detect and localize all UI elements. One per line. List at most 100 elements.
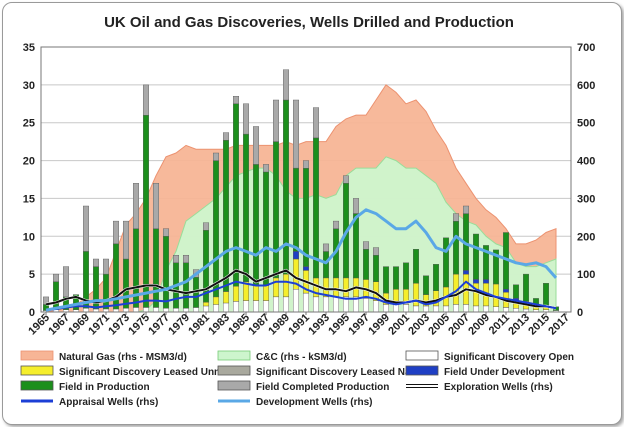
legend-label: Field in Production — [59, 382, 150, 393]
bar-segment — [463, 270, 470, 275]
bar-segment — [273, 296, 280, 313]
bar-segment — [473, 279, 480, 284]
y-tick-label: 10 — [23, 231, 35, 243]
bar-segment — [393, 266, 400, 290]
y2-tick-label: 200 — [577, 231, 595, 243]
bar-segment — [82, 205, 89, 252]
legend-label: Development Wells (rhs) — [256, 397, 373, 408]
legend-swatch — [405, 365, 439, 376]
bar-segment — [162, 236, 169, 309]
bar-segment — [513, 284, 520, 299]
bar-segment — [252, 164, 259, 286]
bar-segment — [343, 277, 350, 297]
x-tick-label: 2009 — [466, 312, 492, 338]
bar-segment — [273, 141, 280, 279]
bar-segment — [222, 302, 229, 313]
y2-tick-label: 700 — [577, 42, 595, 54]
x-tick-label: 2017 — [546, 312, 572, 338]
y-tick-label: 0 — [29, 307, 35, 319]
bar-segment — [252, 126, 259, 165]
bar-segment — [333, 277, 340, 297]
bar-segment — [293, 289, 300, 313]
bar-segment — [363, 248, 370, 280]
x-tick-label: 1971 — [86, 312, 112, 338]
legend-label: Significant Discovery Leased Unnamed — [59, 367, 246, 378]
x-tick-label: 1993 — [306, 312, 332, 338]
bar-segment — [242, 300, 249, 313]
x-tick-label: 2001 — [386, 312, 412, 338]
bar-segment — [242, 103, 249, 135]
chart-title: UK Oil and Gas Discoveries, Wells Drille… — [104, 14, 514, 31]
bar-segment — [102, 258, 109, 275]
bar-segment — [142, 307, 149, 313]
bar-segment — [303, 292, 310, 313]
bar-segment — [252, 300, 259, 313]
x-tick-label: 2015 — [526, 312, 552, 338]
bar-segment — [152, 307, 159, 313]
x-tick-label: 1981 — [186, 312, 212, 338]
bar-segment — [343, 175, 350, 184]
y2-tick-label: 400 — [577, 156, 595, 168]
bar-segment — [323, 296, 330, 313]
x-tick-label: 2003 — [406, 312, 432, 338]
bar-segment — [122, 220, 129, 260]
bar-segment — [63, 266, 70, 298]
bar-segment — [232, 301, 239, 313]
bar-segment — [172, 254, 179, 263]
bar-segment — [303, 266, 310, 271]
bar-segment — [132, 183, 139, 229]
bar-segment — [222, 291, 229, 304]
chart: UK Oil and Gas Discoveries, Wells Drille… — [20, 14, 595, 408]
legend-label: C&C (rhs - kSM3/d) — [256, 352, 347, 363]
bar-segment — [232, 286, 239, 302]
legend-label: Natural Gas (rhs - MSM3/d) — [59, 352, 187, 363]
bar-segment — [483, 279, 490, 284]
legend-label: Significant Discovery Open — [444, 352, 574, 363]
bar-segment — [493, 306, 500, 313]
bar-segment — [122, 258, 129, 309]
bar-segment — [172, 308, 179, 313]
bar-segment — [413, 248, 420, 284]
bar-segment — [353, 198, 360, 214]
bar-segment — [142, 114, 149, 308]
x-tick-label: 1977 — [146, 312, 172, 338]
legend-label: Exploration Wells (rhs) — [444, 382, 553, 393]
bar-segment — [463, 304, 470, 313]
bar-segment — [263, 300, 270, 313]
bar-segment — [443, 237, 450, 288]
bar-segment — [252, 285, 259, 301]
bar-segment — [53, 281, 60, 310]
x-tick-label: 2011 — [487, 312, 512, 337]
bar-segment — [202, 302, 209, 307]
bar-segment — [473, 233, 480, 280]
x-tick-label: 1991 — [286, 312, 312, 338]
bar-segment — [463, 205, 470, 214]
bar-segment — [503, 307, 510, 313]
bar-segment — [313, 296, 320, 313]
x-tick-label: 1995 — [326, 312, 352, 338]
y-tick-label: 25 — [23, 118, 35, 130]
bar-segment — [293, 251, 300, 260]
legend-label: Appraisal Wells (rhs) — [59, 397, 158, 408]
line-series — [45, 269, 557, 310]
bar-segment — [242, 133, 249, 282]
bar-segment — [453, 213, 460, 222]
x-tick-label: 1999 — [366, 312, 392, 338]
x-tick-label: 1979 — [166, 312, 192, 338]
legend-swatch — [217, 350, 251, 361]
bar-segment — [232, 95, 239, 104]
legend-swatch — [20, 350, 54, 361]
legend-swatch — [20, 365, 54, 376]
bar-segment — [473, 305, 480, 313]
x-tick-label: 1989 — [266, 312, 292, 338]
bar-segment — [443, 305, 450, 313]
bar-segment — [543, 283, 550, 307]
bar-segment — [212, 152, 219, 161]
bar-segment — [283, 296, 290, 313]
y-tick-label: 15 — [23, 193, 35, 205]
x-tick-label: 1967 — [46, 312, 72, 338]
bar-segment — [423, 275, 430, 295]
bar-segment — [283, 273, 290, 298]
bar-segment — [212, 304, 219, 313]
